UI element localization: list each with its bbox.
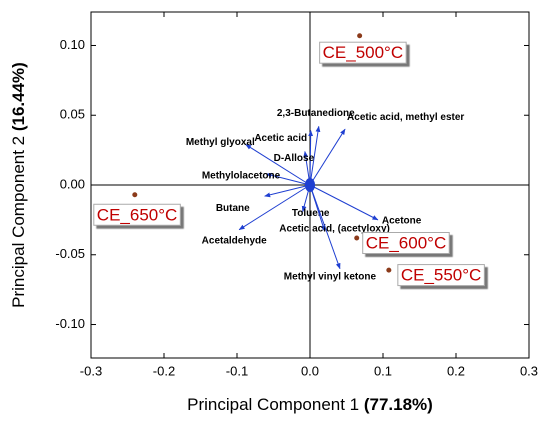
y-tick-label: -0.05 <box>55 246 85 261</box>
loading-label: Methyl glyoxal <box>186 137 255 148</box>
x-tick-label: 0.3 <box>520 363 538 378</box>
loading-label: Butane <box>216 203 250 214</box>
score-label-box <box>397 264 485 287</box>
loading-label: Acetaldehyde <box>202 235 267 246</box>
y-tick-label: -0.10 <box>55 316 85 331</box>
y-tick-label: 0.00 <box>60 176 85 191</box>
x-tick-label: 0.0 <box>301 363 319 378</box>
y-axis-title: Principal Component 2 (16.44%) <box>9 62 28 308</box>
loading-arrow <box>265 172 311 186</box>
loading-arrow <box>308 129 314 186</box>
loading-label: Methylolacetone <box>202 170 281 181</box>
score-point <box>357 33 363 39</box>
x-axis-title: Principal Component 1 (77.18%) <box>187 395 433 414</box>
origin-cluster <box>305 178 315 192</box>
x-tick-label: 0.1 <box>374 363 392 378</box>
loading-arrow <box>264 184 311 198</box>
x-title-pct: (77.18%) <box>364 395 433 414</box>
score-label: CE_500°C <box>323 43 404 62</box>
x-title-text: Principal Component 1 <box>187 395 359 414</box>
loading-label: Acetic acid, (acetyloxy) <box>279 224 390 235</box>
y-title-text: Principal Component 2 <box>9 136 28 308</box>
loading-arrow <box>245 144 311 186</box>
loading-arrow <box>238 184 311 231</box>
loading-arrow <box>309 125 321 186</box>
loading-arrow <box>309 128 346 186</box>
score-label-box <box>362 232 450 255</box>
loading-label: Acetic acid, methyl ester <box>347 112 464 123</box>
x-tick-label: -0.2 <box>153 363 175 378</box>
loading-label: Acetic acid <box>254 133 307 144</box>
y-title-pct: (16.44%) <box>9 62 28 131</box>
score-label-box <box>319 41 407 64</box>
loading-label: Acetone <box>382 216 422 227</box>
score-label-box <box>93 203 181 226</box>
loading-label: D-Allose <box>274 153 315 164</box>
x-tick-label: -0.1 <box>226 363 248 378</box>
x-tick-label: -0.3 <box>80 363 102 378</box>
loading-label: 2,3-Butanedione <box>277 108 355 119</box>
score-label: CE_600°C <box>366 234 447 253</box>
score-label: CE_650°C <box>97 205 178 224</box>
loading-label: Methyl vinyl ketone <box>284 271 377 282</box>
y-tick-label: 0.05 <box>60 107 85 122</box>
score-label: CE_550°C <box>401 266 482 285</box>
loading-label: Toluene <box>292 208 330 219</box>
score-point <box>386 267 392 273</box>
score-point <box>132 192 138 198</box>
x-tick-label: 0.2 <box>447 363 465 378</box>
loading-arrow <box>309 184 341 270</box>
loading-arrow <box>309 184 379 221</box>
y-tick-label: 0.10 <box>60 37 85 52</box>
score-point <box>354 235 360 241</box>
